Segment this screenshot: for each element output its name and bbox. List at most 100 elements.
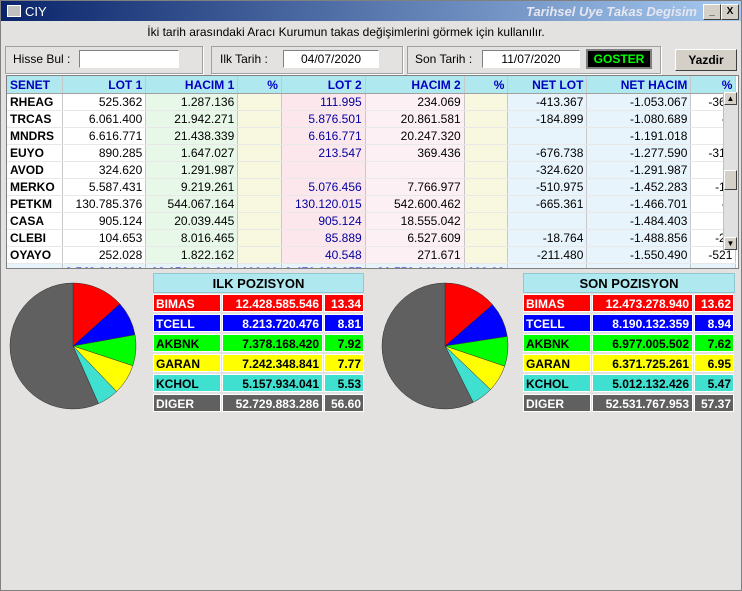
position-row-garan[interactable]: GARAN 6.371.725.261 6.95 xyxy=(523,354,735,372)
cell-hacim2: 18.555.042 xyxy=(365,212,465,230)
vertical-scrollbar[interactable]: ▲ ▼ xyxy=(723,92,738,250)
window-title: CIY xyxy=(25,4,47,19)
cell-lot2: 905.124 xyxy=(281,212,366,230)
position-name: AKBNK xyxy=(523,334,591,352)
cell-hacim2: HACIM 2 xyxy=(365,76,465,94)
position-value: 52.729.883.286 xyxy=(222,394,323,412)
cell-net-lot: -18.764 xyxy=(507,229,588,247)
position-pct: 7.62 xyxy=(694,334,734,352)
cell-lot1: 5.587.431 xyxy=(62,178,147,196)
cell-pct2 xyxy=(464,144,509,162)
totals-row[interactable]: 9.549.244.96493.150.640.611100,009.476.6… xyxy=(7,263,737,268)
scroll-thumb[interactable] xyxy=(724,170,737,190)
cell-senet: SENET xyxy=(7,76,63,94)
cell-pct1 xyxy=(237,127,282,145)
position-value: 7.242.348.841 xyxy=(222,354,323,372)
cell-lot1: 6.061.400 xyxy=(62,110,147,128)
table-row[interactable]: MERKO 5.587.431 9.219.261 5.076.456 7.766.97… xyxy=(7,178,737,196)
position-row-bimas[interactable]: BIMAS 12.428.585.546 13.34 xyxy=(153,294,365,312)
position-pct: 7.92 xyxy=(324,334,364,352)
cell-hacim1: 20.039.445 xyxy=(145,212,239,230)
cell-hacim1: 1.822.162 xyxy=(145,246,239,264)
cell-net-hacim xyxy=(586,263,692,268)
goster-button[interactable]: GOSTER xyxy=(586,49,652,69)
cell-lot2: 40.548 xyxy=(281,246,366,264)
cell-hacim2 xyxy=(365,161,465,179)
table-row[interactable]: PETKM 130.785.376 544.067.164 130.120.015 54… xyxy=(7,195,737,213)
cell-pct1 xyxy=(237,110,282,128)
ilk-tarih-field[interactable]: 04/07/2020 xyxy=(283,50,379,68)
ilk-pie-slice-diger xyxy=(9,282,99,410)
son-tarih-field[interactable]: 11/07/2020 xyxy=(482,50,580,68)
position-row-garan[interactable]: GARAN 7.242.348.841 7.77 xyxy=(153,354,365,372)
cell-hacim1: 93.150.640.611 xyxy=(145,263,239,268)
position-row-akbnk[interactable]: AKBNK 6.977.005.502 7.62 xyxy=(523,334,735,352)
table-row[interactable]: AVOD 324.620 1.291.987 -324.620 -1.291.987 xyxy=(7,161,737,179)
cell-lot1: 104.653 xyxy=(62,229,147,247)
position-row-kchol[interactable]: KCHOL 5.012.132.426 5.47 xyxy=(523,374,735,392)
hisse-group xyxy=(5,46,203,74)
position-row-kchol[interactable]: KCHOL 5.157.934.041 5.53 xyxy=(153,374,365,392)
position-value: 6.977.005.502 xyxy=(592,334,693,352)
scroll-down-icon[interactable]: ▼ xyxy=(724,237,737,250)
cell-hacim1: 1.647.027 xyxy=(145,144,239,162)
cell-senet: EUYO xyxy=(7,144,63,162)
yazdir-button[interactable]: Yazdir xyxy=(675,49,737,71)
table-row[interactable]: EUYO 890.285 1.647.027 213.547 369.436 -676.7… xyxy=(7,144,737,162)
cell-pct1 xyxy=(237,195,282,213)
close-button[interactable]: X xyxy=(721,4,739,20)
cell-net-hacim: -1.488.856 xyxy=(586,229,692,247)
position-pct: 13.34 xyxy=(324,294,364,312)
position-value: 8.190.132.359 xyxy=(592,314,693,332)
position-row-tcell[interactable]: TCELL 8.213.720.476 8.81 xyxy=(153,314,365,332)
cell-senet: TRCAS xyxy=(7,110,63,128)
cell-senet: MNDRS xyxy=(7,127,63,145)
cell-lot1: 9.549.244.964 xyxy=(62,263,147,268)
table-row[interactable]: RHEAG 525.362 1.287.136 111.995 234.069 -413.… xyxy=(7,93,737,111)
cell-hacim2: 20.247.320 xyxy=(365,127,465,145)
table-row[interactable]: CASA 905.124 20.039.445 905.124 18.555.042 -1… xyxy=(7,212,737,230)
scroll-up-icon[interactable]: ▲ xyxy=(724,92,737,105)
cell-pct1: 100,00 xyxy=(237,263,282,268)
position-row-tcell[interactable]: TCELL 8.190.132.359 8.94 xyxy=(523,314,735,332)
cell-net-lot xyxy=(507,212,588,230)
position-row-bimas[interactable]: BIMAS 12.473.278.940 13.62 xyxy=(523,294,735,312)
cell-hacim2: 6.527.609 xyxy=(365,229,465,247)
hisse-search-input[interactable] xyxy=(79,50,179,68)
position-value: 7.378.168.420 xyxy=(222,334,323,352)
position-name: TCELL xyxy=(153,314,221,332)
table-row[interactable]: TRCAS 6.061.400 21.942.271 5.876.501 20.861.… xyxy=(7,110,737,128)
hisse-label: Hisse Bul : xyxy=(13,52,71,66)
cell-lot1: 130.785.376 xyxy=(62,195,147,213)
position-name: GARAN xyxy=(153,354,221,372)
position-row-diger[interactable]: DIGER 52.531.767.953 57.37 xyxy=(523,394,735,412)
table-header[interactable]: SENET LOT 1 HACIM 1% LOT 2 HACIM 2% NET LOT NE… xyxy=(7,76,737,94)
position-pct: 13.62 xyxy=(694,294,734,312)
cell-pct2 xyxy=(464,178,509,196)
cell-hacim2: 369.436 xyxy=(365,144,465,162)
cell-senet: RHEAG xyxy=(7,93,63,111)
cell-senet: CLEBI xyxy=(7,229,63,247)
position-row-diger[interactable]: DIGER 52.729.883.286 56.60 xyxy=(153,394,365,412)
cell-net-hacim: -1.277.590 xyxy=(586,144,692,162)
cell-net-lot: -665.361 xyxy=(507,195,588,213)
cell-pct2 xyxy=(464,195,509,213)
cell-net-lot: -211.480 xyxy=(507,246,588,264)
position-value: 5.157.934.041 xyxy=(222,374,323,392)
minimize-button[interactable]: _ xyxy=(703,4,721,20)
ilk-tarih-label: Ilk Tarih : xyxy=(220,52,268,66)
table-row[interactable]: MNDRS 6.616.771 21.438.339 6.616.771 20.247.… xyxy=(7,127,737,145)
position-pct: 6.95 xyxy=(694,354,734,372)
position-row-akbnk[interactable]: AKBNK 7.378.168.420 7.92 xyxy=(153,334,365,352)
title-bar: CIY Tarihsel Uye Takas Degisim _ X xyxy=(1,1,741,21)
table-row[interactable]: OYAYO 252.028 1.822.162 40.548 271.671 -211.4… xyxy=(7,246,737,264)
cell-net-hacim: -1.080.689 xyxy=(586,110,692,128)
cell-pct2: % xyxy=(464,76,509,94)
table-row[interactable]: CLEBI 104.653 8.016.465 85.889 6.527.609 -18.… xyxy=(7,229,737,247)
cell-pct1 xyxy=(237,93,282,111)
position-value: 52.531.767.953 xyxy=(592,394,693,412)
cell-net-lot: -676.738 xyxy=(507,144,588,162)
son-pozisyon-title: SON POZISYON xyxy=(523,273,735,293)
cell-net-lot: -413.367 xyxy=(507,93,588,111)
